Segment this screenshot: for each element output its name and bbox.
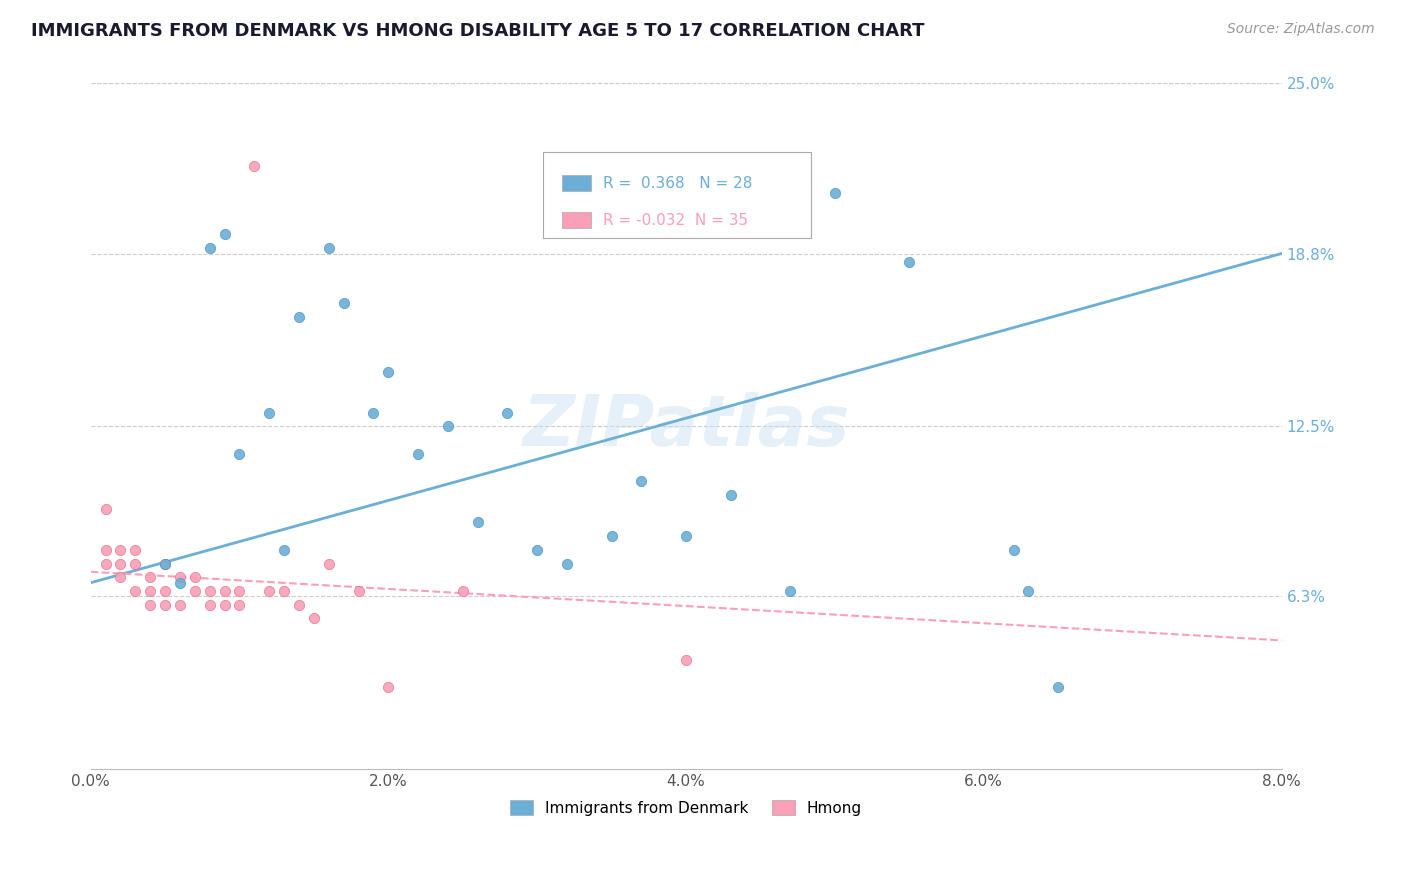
Point [496,406,519,420]
Point [184,584,207,599]
Point [214,584,236,599]
FancyBboxPatch shape [562,212,591,228]
Point [377,364,399,378]
Point [139,570,162,584]
Point [184,570,207,584]
Point [288,598,311,612]
Point [437,419,460,434]
Point [630,475,652,489]
Point [124,557,146,571]
Point [139,584,162,599]
Point [243,159,266,173]
Point [675,652,697,666]
Point [720,488,742,502]
Text: Source: ZipAtlas.com: Source: ZipAtlas.com [1227,22,1375,37]
Text: R = -0.032  N = 35: R = -0.032 N = 35 [603,212,748,227]
Point [169,575,191,590]
FancyBboxPatch shape [543,152,811,238]
Point [228,598,250,612]
Point [318,557,340,571]
Point [198,241,221,255]
Point [600,529,623,543]
Point [1047,680,1070,694]
Point [94,501,117,516]
Text: IMMIGRANTS FROM DENMARK VS HMONG DISABILITY AGE 5 TO 17 CORRELATION CHART: IMMIGRANTS FROM DENMARK VS HMONG DISABIL… [31,22,924,40]
Point [675,529,697,543]
Point [228,447,250,461]
Point [363,406,385,420]
Point [94,557,117,571]
Point [139,598,162,612]
Point [198,598,221,612]
Point [228,584,250,599]
Point [526,542,548,557]
Point [214,227,236,242]
FancyBboxPatch shape [562,175,591,191]
Point [451,584,474,599]
Point [198,584,221,599]
Point [153,584,176,599]
Point [1017,584,1039,599]
Point [110,557,132,571]
Point [302,611,325,625]
Point [467,516,489,530]
Point [124,584,146,599]
Point [332,296,354,310]
Point [898,254,921,268]
Point [153,598,176,612]
Point [1002,542,1025,557]
Point [273,542,295,557]
Point [273,584,295,599]
Point [259,406,281,420]
Legend: Immigrants from Denmark, Hmong: Immigrants from Denmark, Hmong [502,793,869,823]
Point [318,241,340,255]
Point [347,584,370,599]
Point [824,186,846,201]
Text: ZIPatlas: ZIPatlas [523,392,849,461]
Text: R =  0.368   N = 28: R = 0.368 N = 28 [603,176,752,191]
Point [153,557,176,571]
Point [214,598,236,612]
Point [555,557,578,571]
Point [110,542,132,557]
Point [169,570,191,584]
Point [169,598,191,612]
Point [259,584,281,599]
Point [406,447,429,461]
Point [124,542,146,557]
Point [779,584,801,599]
Point [153,557,176,571]
Point [94,542,117,557]
Point [110,570,132,584]
Point [288,310,311,324]
Point [377,680,399,694]
